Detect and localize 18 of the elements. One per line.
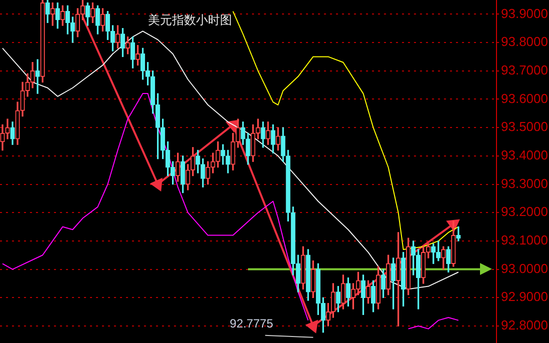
y-tick-label: 93.0000 <box>501 260 548 276</box>
text: 美元指数小时图 <box>148 12 232 29</box>
y-tick-label: 93.4000 <box>501 147 548 162</box>
y-tick-label: 93.3000 <box>501 176 548 191</box>
candlestick <box>35 59 40 94</box>
y-tick-label: 93.7000 <box>501 62 548 78</box>
candlestick <box>456 226 461 242</box>
y-tick-label: 92.8000 <box>501 318 548 333</box>
y-tick-label: 93.9000 <box>501 6 548 21</box>
y-tick-label: 93.8000 <box>501 34 548 50</box>
annotation: 92.7775 <box>230 316 274 331</box>
y-tick-label: 92.9000 <box>501 289 548 304</box>
y-tick-label: 93.1000 <box>501 232 548 248</box>
y-tick-label: 93.5000 <box>501 119 548 134</box>
y-tick-label: 93.6000 <box>501 90 548 106</box>
point <box>150 178 162 191</box>
point <box>306 320 318 333</box>
y-tick-label: 93.2000 <box>501 204 548 220</box>
